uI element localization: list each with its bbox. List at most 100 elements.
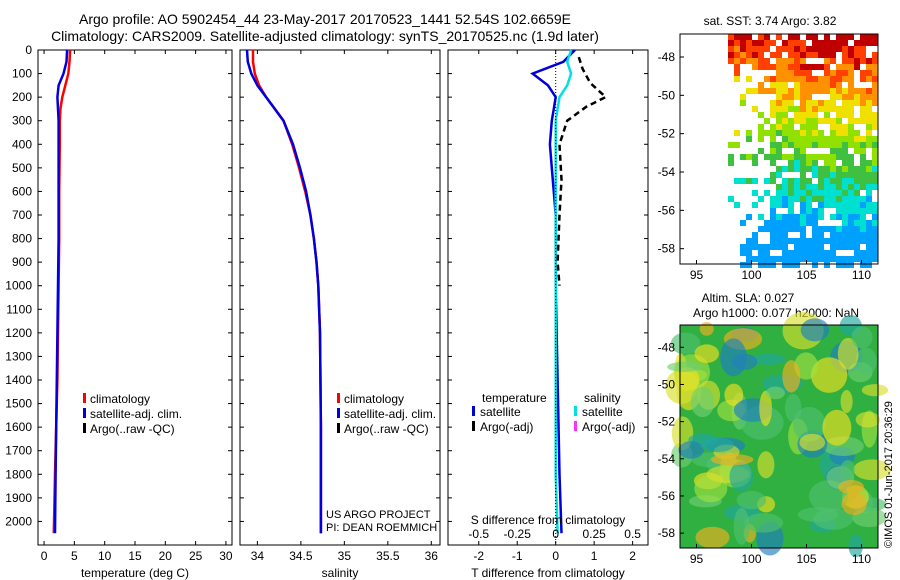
sst-cell: [758, 64, 764, 70]
sst-cell: [758, 256, 764, 262]
sst-cell: [764, 76, 770, 82]
sst-cell: [806, 52, 812, 58]
x-tick-label: 35: [338, 549, 352, 563]
sst-cell: [872, 178, 878, 184]
x-tick-label: 36: [425, 549, 439, 563]
sla-blob: [861, 384, 889, 397]
sst-cell: [800, 76, 806, 82]
sst-cell: [854, 256, 860, 262]
sst-cell: [806, 106, 812, 112]
sst-cell: [830, 238, 836, 244]
sst-cell: [830, 172, 836, 178]
sst-cell: [854, 172, 860, 178]
y-tick-label: 1900: [5, 491, 32, 505]
sst-cell: [830, 190, 836, 196]
sst-cell: [788, 154, 794, 160]
sst-cell: [830, 196, 836, 202]
x-tick-label: 0: [552, 549, 559, 563]
sst-cell: [842, 166, 848, 172]
sst-cell: [830, 256, 836, 262]
sst-cell: [812, 256, 818, 262]
sst-cell: [818, 166, 824, 172]
legend-swatch: [337, 423, 340, 433]
sst-cell: [776, 202, 782, 208]
sst-cell: [824, 76, 830, 82]
sst-cell: [836, 76, 842, 82]
sst-cell: [848, 256, 854, 262]
sst-cell: [812, 172, 818, 178]
s-tick-label: 0: [552, 527, 559, 541]
sst-cell: [860, 196, 866, 202]
sst-cell: [758, 112, 764, 118]
sst-cell: [800, 82, 806, 88]
sst-cell: [788, 142, 794, 148]
sst-cell: [872, 154, 878, 160]
sst-map: sat. SST: 3.74 Argo: 3.82 95 100 105 110 -48 -…: [658, 14, 879, 282]
sst-cell: [788, 106, 794, 112]
sst-cell: [806, 202, 812, 208]
sst-cell: [866, 124, 872, 130]
y-tick-label: -50: [658, 377, 676, 391]
sst-cell: [806, 256, 812, 262]
sst-cell: [770, 40, 776, 46]
sst-cell: [818, 244, 824, 250]
sst-cell: [806, 70, 812, 76]
sst-cell: [764, 34, 770, 40]
sst-cell: [782, 46, 788, 52]
sst-cell: [806, 250, 812, 256]
sst-cell: [788, 250, 794, 256]
sla-blob: [840, 389, 853, 413]
y-tick-label: 800: [12, 232, 32, 246]
sst-cell: [800, 154, 806, 160]
sst-cell: [842, 70, 848, 76]
sst-cell: [854, 58, 860, 64]
sst-cell: [836, 214, 842, 220]
y-tick-label: -50: [658, 88, 676, 102]
sla-blob: [810, 357, 848, 393]
series-line-satellite-adj-clim-: [245, 49, 323, 534]
sst-cell: [788, 238, 794, 244]
sst-cell: [818, 64, 824, 70]
sla-blob: [720, 338, 747, 377]
x-tick-label: 15: [128, 549, 142, 563]
sst-cell: [836, 64, 842, 70]
x-tick-label: -1: [512, 549, 523, 563]
sst-cell: [782, 256, 788, 262]
sst-cell: [818, 106, 824, 112]
sst-cell: [842, 130, 848, 136]
sst-cell: [866, 64, 872, 70]
sla-blob: [751, 353, 786, 365]
sst-cell: [812, 238, 818, 244]
sst-cell: [812, 160, 818, 166]
sla-blob: [822, 409, 852, 446]
sst-cell: [782, 238, 788, 244]
sst-cell: [758, 40, 764, 46]
sla-blob: [759, 390, 772, 427]
sst-cell: [824, 112, 830, 118]
sst-cell: [758, 58, 764, 64]
sst-cell: [818, 130, 824, 136]
sst-cell: [812, 136, 818, 142]
sst-cell: [764, 64, 770, 70]
sst-cell: [788, 196, 794, 202]
sst-cell: [764, 250, 770, 256]
sst-cell: [872, 112, 878, 118]
sst-cell: [860, 40, 866, 46]
sst-cell: [872, 82, 878, 88]
sst-cell: [794, 154, 800, 160]
sst-cell: [728, 58, 734, 64]
sst-cell: [860, 154, 866, 160]
sst-cell: [818, 184, 824, 190]
sst-cell: [788, 178, 794, 184]
sst-cell: [854, 232, 860, 238]
sst-cell: [860, 112, 866, 118]
sst-cell: [830, 160, 836, 166]
sst-cell: [854, 184, 860, 190]
y-tick-label: -54: [658, 452, 676, 466]
sst-cell: [872, 58, 878, 64]
sst-cell: [866, 166, 872, 172]
sst-cell: [794, 34, 800, 40]
sst-cell: [782, 142, 788, 148]
sst-cell: [872, 232, 878, 238]
